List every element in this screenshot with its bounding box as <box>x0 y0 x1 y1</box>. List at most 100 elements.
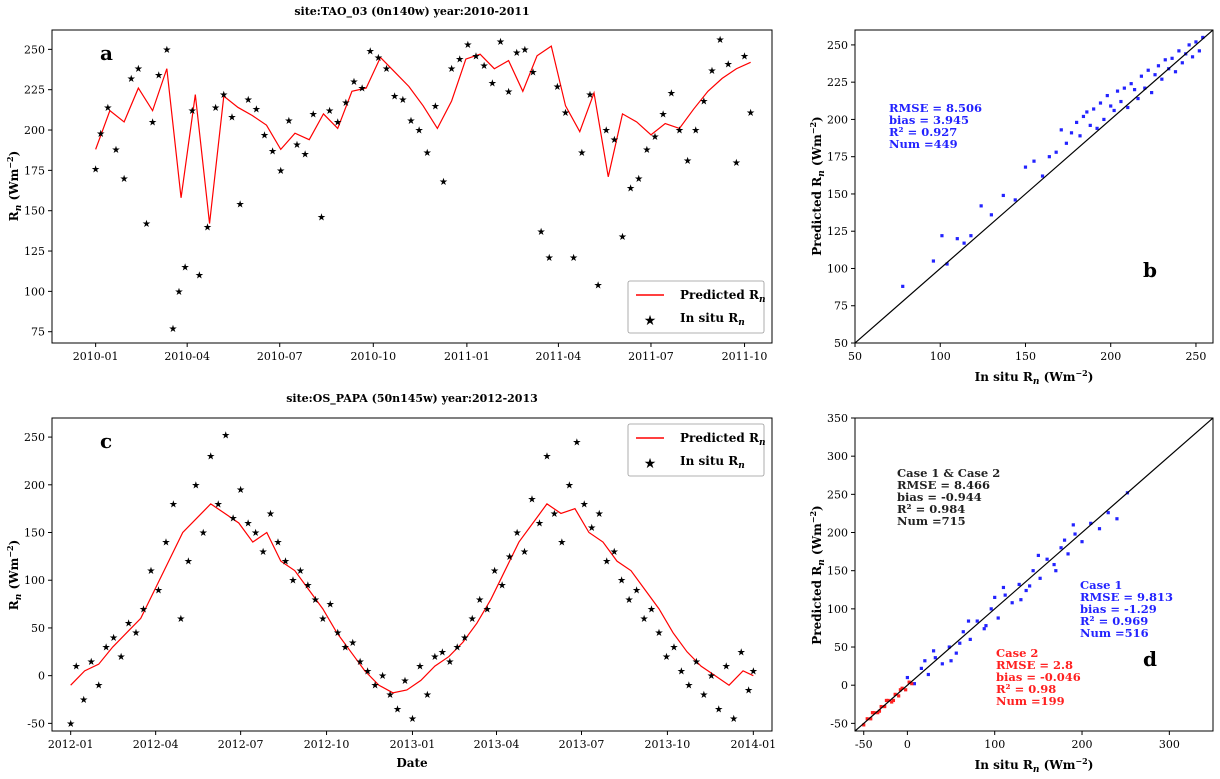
insitu-point: ★ <box>453 643 462 654</box>
insitu-point: ★ <box>134 64 143 75</box>
scatter-point <box>1089 521 1093 525</box>
insitu-point: ★ <box>580 499 589 510</box>
scatter-point <box>1013 198 1017 202</box>
x-tick-label: 2010-04 <box>164 350 210 363</box>
insitu-point: ★ <box>714 705 723 716</box>
y-tick-label: 175 <box>24 164 45 177</box>
scatter-point <box>933 656 937 660</box>
x-tick-label: 100 <box>930 350 951 363</box>
x-tick-label: 2012-04 <box>133 738 179 751</box>
insitu-point: ★ <box>460 633 469 644</box>
scatter-point <box>1003 593 1007 597</box>
insitu-point: ★ <box>252 105 261 116</box>
insitu-point: ★ <box>675 126 684 137</box>
scatter-point <box>1059 128 1063 132</box>
insitu-point: ★ <box>236 200 245 211</box>
scatter-point <box>1150 91 1154 95</box>
insitu-point: ★ <box>490 566 499 577</box>
scatter-point <box>1047 155 1051 159</box>
insitu-point: ★ <box>528 67 537 78</box>
x-tick-label: 2012-07 <box>218 738 264 751</box>
insitu-point: ★ <box>535 518 544 529</box>
insitu-point: ★ <box>749 666 758 677</box>
insitu-point: ★ <box>117 652 126 663</box>
insitu-point: ★ <box>439 177 448 188</box>
insitu-point: ★ <box>684 681 693 692</box>
insitu-point: ★ <box>191 480 200 491</box>
y-tick-label: 150 <box>24 527 45 540</box>
insitu-point: ★ <box>505 552 514 563</box>
insitu-point: ★ <box>740 51 749 62</box>
scatter-point <box>984 624 988 628</box>
scatter-point <box>945 262 949 266</box>
insitu-point: ★ <box>737 647 746 658</box>
panel-b-series <box>855 30 1213 343</box>
insitu-point: ★ <box>259 547 268 558</box>
insitu-point: ★ <box>732 158 741 169</box>
insitu-point: ★ <box>699 690 708 701</box>
insitu-point: ★ <box>632 585 641 596</box>
insitu-point: ★ <box>542 452 551 463</box>
panel-b-ylabel: Predicted Rn (Wm−2) <box>808 116 827 256</box>
scatter-point <box>893 692 897 696</box>
insitu-point: ★ <box>260 130 269 141</box>
panel-c-series: ★ ★ ★ ★ ★ ★ ★ ★ ★ ★ ★ ★ ★ ★ ★ ★ ★ ★ ★ ★ ★ ★ ★ ★ ★ ★ ★ ★ ★ ★ ★ ★ ★ ★ ★ ★ ★ ★ ★ ★… <box>66 431 758 730</box>
insitu-point: ★ <box>169 499 178 510</box>
insitu-point: ★ <box>326 600 335 611</box>
panel-a: site:TAO_03 (0n140w) year:2010-2011 ★★★★… <box>5 5 773 363</box>
insitu-point: ★ <box>318 614 327 625</box>
y-tick-label: 225 <box>827 76 848 89</box>
insitu-point: ★ <box>472 51 481 62</box>
scatter-point <box>1095 126 1099 130</box>
insitu-point: ★ <box>569 253 578 264</box>
insitu-point: ★ <box>528 495 537 506</box>
insitu-point: ★ <box>553 82 562 93</box>
scatter-point <box>975 619 979 623</box>
scatter-point <box>1122 86 1126 90</box>
insitu-point: ★ <box>102 643 111 654</box>
legend-label-insitu-c: In situ Rn <box>680 454 745 471</box>
scatter-point <box>1163 58 1167 62</box>
panel-b: 50 75 100 125 150 175 200 225 250 50 100 150 200 250… <box>808 29 1214 387</box>
scatter-point <box>1024 588 1028 593</box>
scatter-point <box>904 688 908 692</box>
panel-c-xlabel: Date <box>396 756 428 770</box>
insitu-point: ★ <box>168 324 177 335</box>
x-tick-label: 50 <box>848 350 862 363</box>
insitu-point: ★ <box>445 657 454 668</box>
x-tick-label: 2013-10 <box>645 738 691 751</box>
insitu-point: ★ <box>221 431 230 442</box>
scatter-point <box>900 686 904 690</box>
x-tick-label: 2013-07 <box>559 738 605 751</box>
scatter-point <box>923 659 927 663</box>
x-tick-label: 2013-01 <box>390 738 436 751</box>
insitu-point: ★ <box>512 48 521 59</box>
y-tick-label: 100 <box>827 262 848 275</box>
y-tick-label: 50 <box>834 641 848 654</box>
insitu-point: ★ <box>667 88 676 99</box>
insitu-point: ★ <box>550 509 559 520</box>
scatter-point <box>1066 552 1070 556</box>
insitu-point: ★ <box>513 528 522 539</box>
insitu-point: ★ <box>317 213 326 224</box>
one-to-one-line <box>855 418 1213 731</box>
scatter-point <box>962 241 966 245</box>
y-tick-label: 125 <box>827 225 848 238</box>
scatter-point <box>989 213 993 217</box>
insitu-point: ★ <box>148 117 157 128</box>
insitu-point: ★ <box>236 485 245 496</box>
scatter-point <box>968 637 972 641</box>
y-tick-label: 250 <box>24 43 45 56</box>
insitu-point: ★ <box>284 116 293 127</box>
scatter-point <box>989 607 993 611</box>
insitu-point: ★ <box>229 514 238 525</box>
y-tick-label: 0 <box>38 670 45 683</box>
scatter-point <box>1017 582 1021 587</box>
x-tick-label: 2011-07 <box>628 350 674 363</box>
insitu-point: ★ <box>393 705 402 716</box>
scatter-point <box>1078 134 1082 138</box>
insitu-point: ★ <box>483 604 492 615</box>
insitu-point: ★ <box>274 538 283 549</box>
scatter-point <box>1054 569 1058 573</box>
